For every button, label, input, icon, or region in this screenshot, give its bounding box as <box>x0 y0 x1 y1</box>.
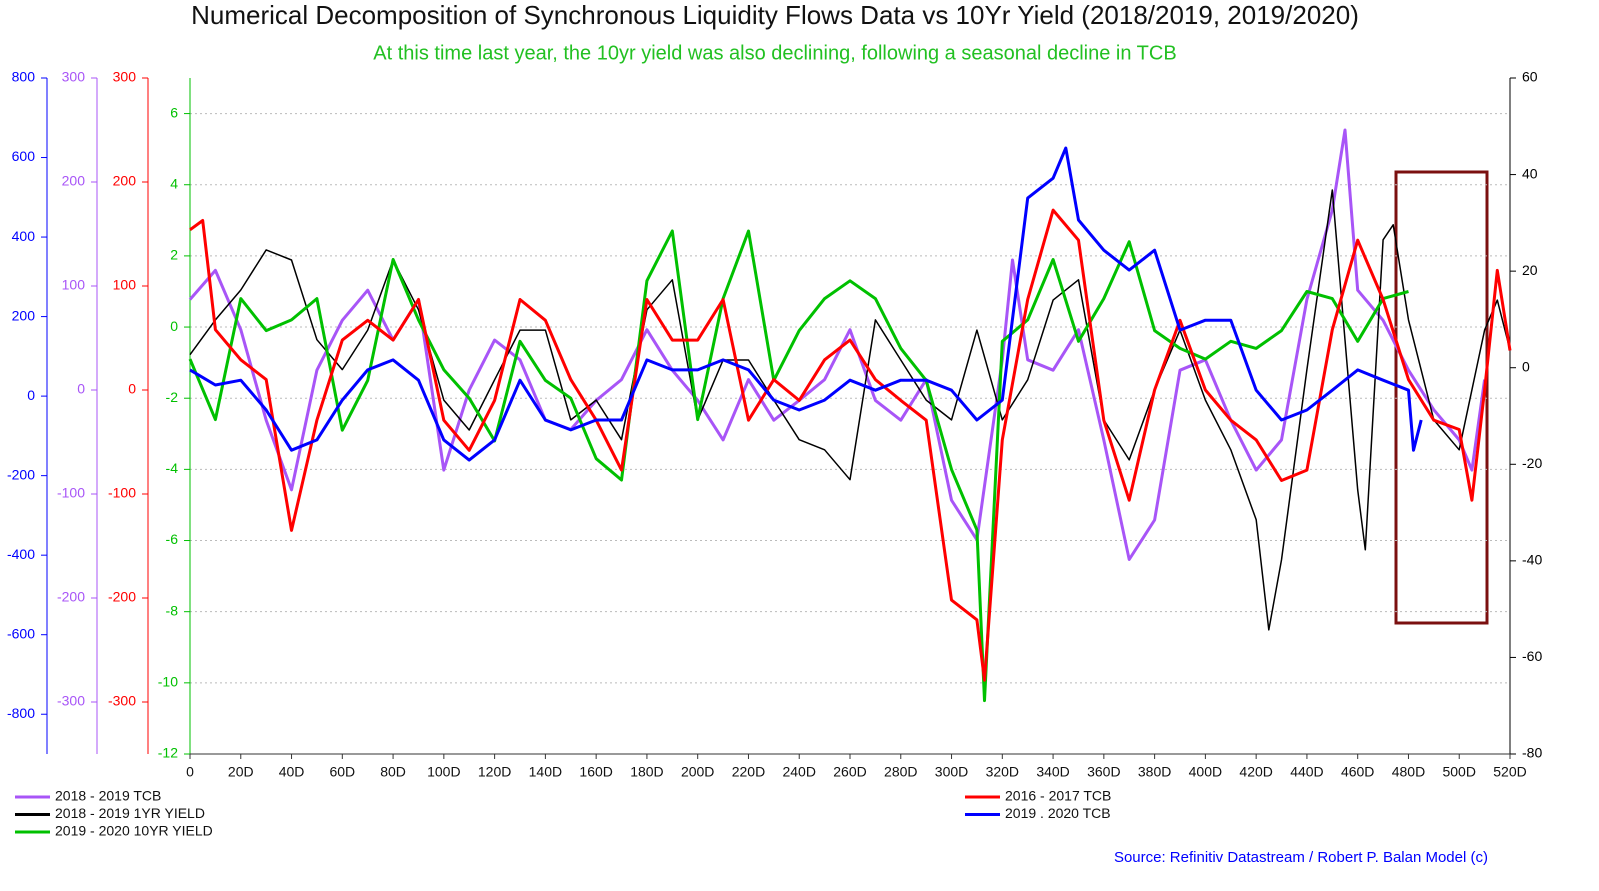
x-tick-label: 160D <box>579 764 612 780</box>
highlight-box <box>1394 170 1489 625</box>
y-tick-label: 0 <box>27 387 35 403</box>
y-tick-label: 300 <box>62 69 86 85</box>
y-tick-label: -100 <box>57 485 85 501</box>
y-tick-label: 100 <box>62 277 86 293</box>
y-tick-label: 400 <box>12 228 36 244</box>
x-tick-label: 200D <box>681 764 714 780</box>
x-tick-label: 0 <box>186 764 194 780</box>
y-tick-label: 20 <box>1522 262 1538 278</box>
x-tick-label: 400D <box>1189 764 1222 780</box>
legend-label: 2018 - 2019 1YR YIELD <box>55 805 205 821</box>
y-tick-label: -4 <box>166 460 179 476</box>
y-tick-label: 0 <box>77 381 85 397</box>
y-tick-label: 6 <box>170 104 178 120</box>
x-tick-label: 480D <box>1392 764 1425 780</box>
series-line <box>188 229 1409 703</box>
x-tick-label: 340D <box>1036 764 1069 780</box>
x-tick-label: 460D <box>1341 764 1374 780</box>
legend-label: 2018 - 2019 TCB <box>55 788 161 804</box>
y-tick-label: -40 <box>1522 552 1542 568</box>
y-tick-label: 4 <box>170 175 178 191</box>
y-tick-label: 2 <box>170 247 178 263</box>
x-tick-label: 240D <box>782 764 815 780</box>
x-tick-label: 40D <box>279 764 305 780</box>
y-tick-label: -600 <box>7 625 35 641</box>
y-tick-label: -80 <box>1522 745 1542 761</box>
series-line <box>189 146 1423 462</box>
x-tick-label: 520D <box>1493 764 1526 780</box>
x-tick-label: 180D <box>630 764 663 780</box>
x-tick-label: 320D <box>986 764 1019 780</box>
y-tick-label: -300 <box>108 693 136 709</box>
x-tick-label: 500D <box>1442 764 1475 780</box>
y-tick-label: -200 <box>7 466 35 482</box>
y-tick-label: -200 <box>108 589 136 605</box>
y-tick-label: -200 <box>57 589 85 605</box>
y-tick-label: 0 <box>128 381 136 397</box>
y-tick-label: 600 <box>12 148 36 164</box>
x-tick-label: 60D <box>329 764 355 780</box>
y-tick-label: 800 <box>12 69 36 85</box>
y-tick-label: 40 <box>1522 165 1538 181</box>
source-note: Source: Refinitiv Datastream / Robert P.… <box>1114 849 1488 866</box>
y-tick-label: 200 <box>62 173 86 189</box>
y-tick-label: -20 <box>1522 455 1542 471</box>
y-tick-label: 0 <box>170 318 178 334</box>
x-tick-label: 380D <box>1138 764 1171 780</box>
legend-label: 2019 - 2020 10YR YIELD <box>55 823 213 839</box>
y-tick-label: 60 <box>1522 69 1538 85</box>
y-tick-label: -10 <box>158 674 178 690</box>
x-tick-label: 300D <box>935 764 968 780</box>
series-line <box>189 208 1512 682</box>
y-tick-label: -8 <box>166 602 179 618</box>
y-tick-label: -12 <box>158 745 178 761</box>
x-tick-label: 20D <box>228 764 254 780</box>
x-tick-label: 260D <box>833 764 866 780</box>
x-tick-label: 140D <box>529 764 562 780</box>
x-tick-label: 80D <box>380 764 406 780</box>
x-tick-label: 220D <box>732 764 765 780</box>
y-tick-label: -300 <box>57 693 85 709</box>
y-tick-label: -2 <box>166 389 179 405</box>
x-tick-label: 440D <box>1290 764 1323 780</box>
x-tick-label: 120D <box>478 764 511 780</box>
x-tick-label: 360D <box>1087 764 1120 780</box>
y-tick-label: 0 <box>1522 358 1530 374</box>
chart-subtitle: At this time last year, the 10yr yield w… <box>373 42 1176 64</box>
chart-title: Numerical Decomposition of Synchronous L… <box>191 0 1359 30</box>
y-tick-label: 300 <box>113 69 137 85</box>
y-tick-label: 200 <box>113 173 137 189</box>
y-tick-label: -400 <box>7 546 35 562</box>
y-tick-label: -60 <box>1522 648 1542 664</box>
x-tick-label: 420D <box>1239 764 1272 780</box>
y-tick-label: -100 <box>108 485 136 501</box>
x-tick-label: 100D <box>427 764 460 780</box>
y-tick-label: 100 <box>113 277 137 293</box>
legend-label: 2019 . 2020 TCB <box>1005 805 1111 821</box>
y-tick-label: -800 <box>7 705 35 721</box>
y-tick-label: 200 <box>12 307 36 323</box>
y-tick-label: -6 <box>166 531 179 547</box>
x-tick-label: 280D <box>884 764 917 780</box>
legend-label: 2016 - 2017 TCB <box>1005 788 1111 804</box>
